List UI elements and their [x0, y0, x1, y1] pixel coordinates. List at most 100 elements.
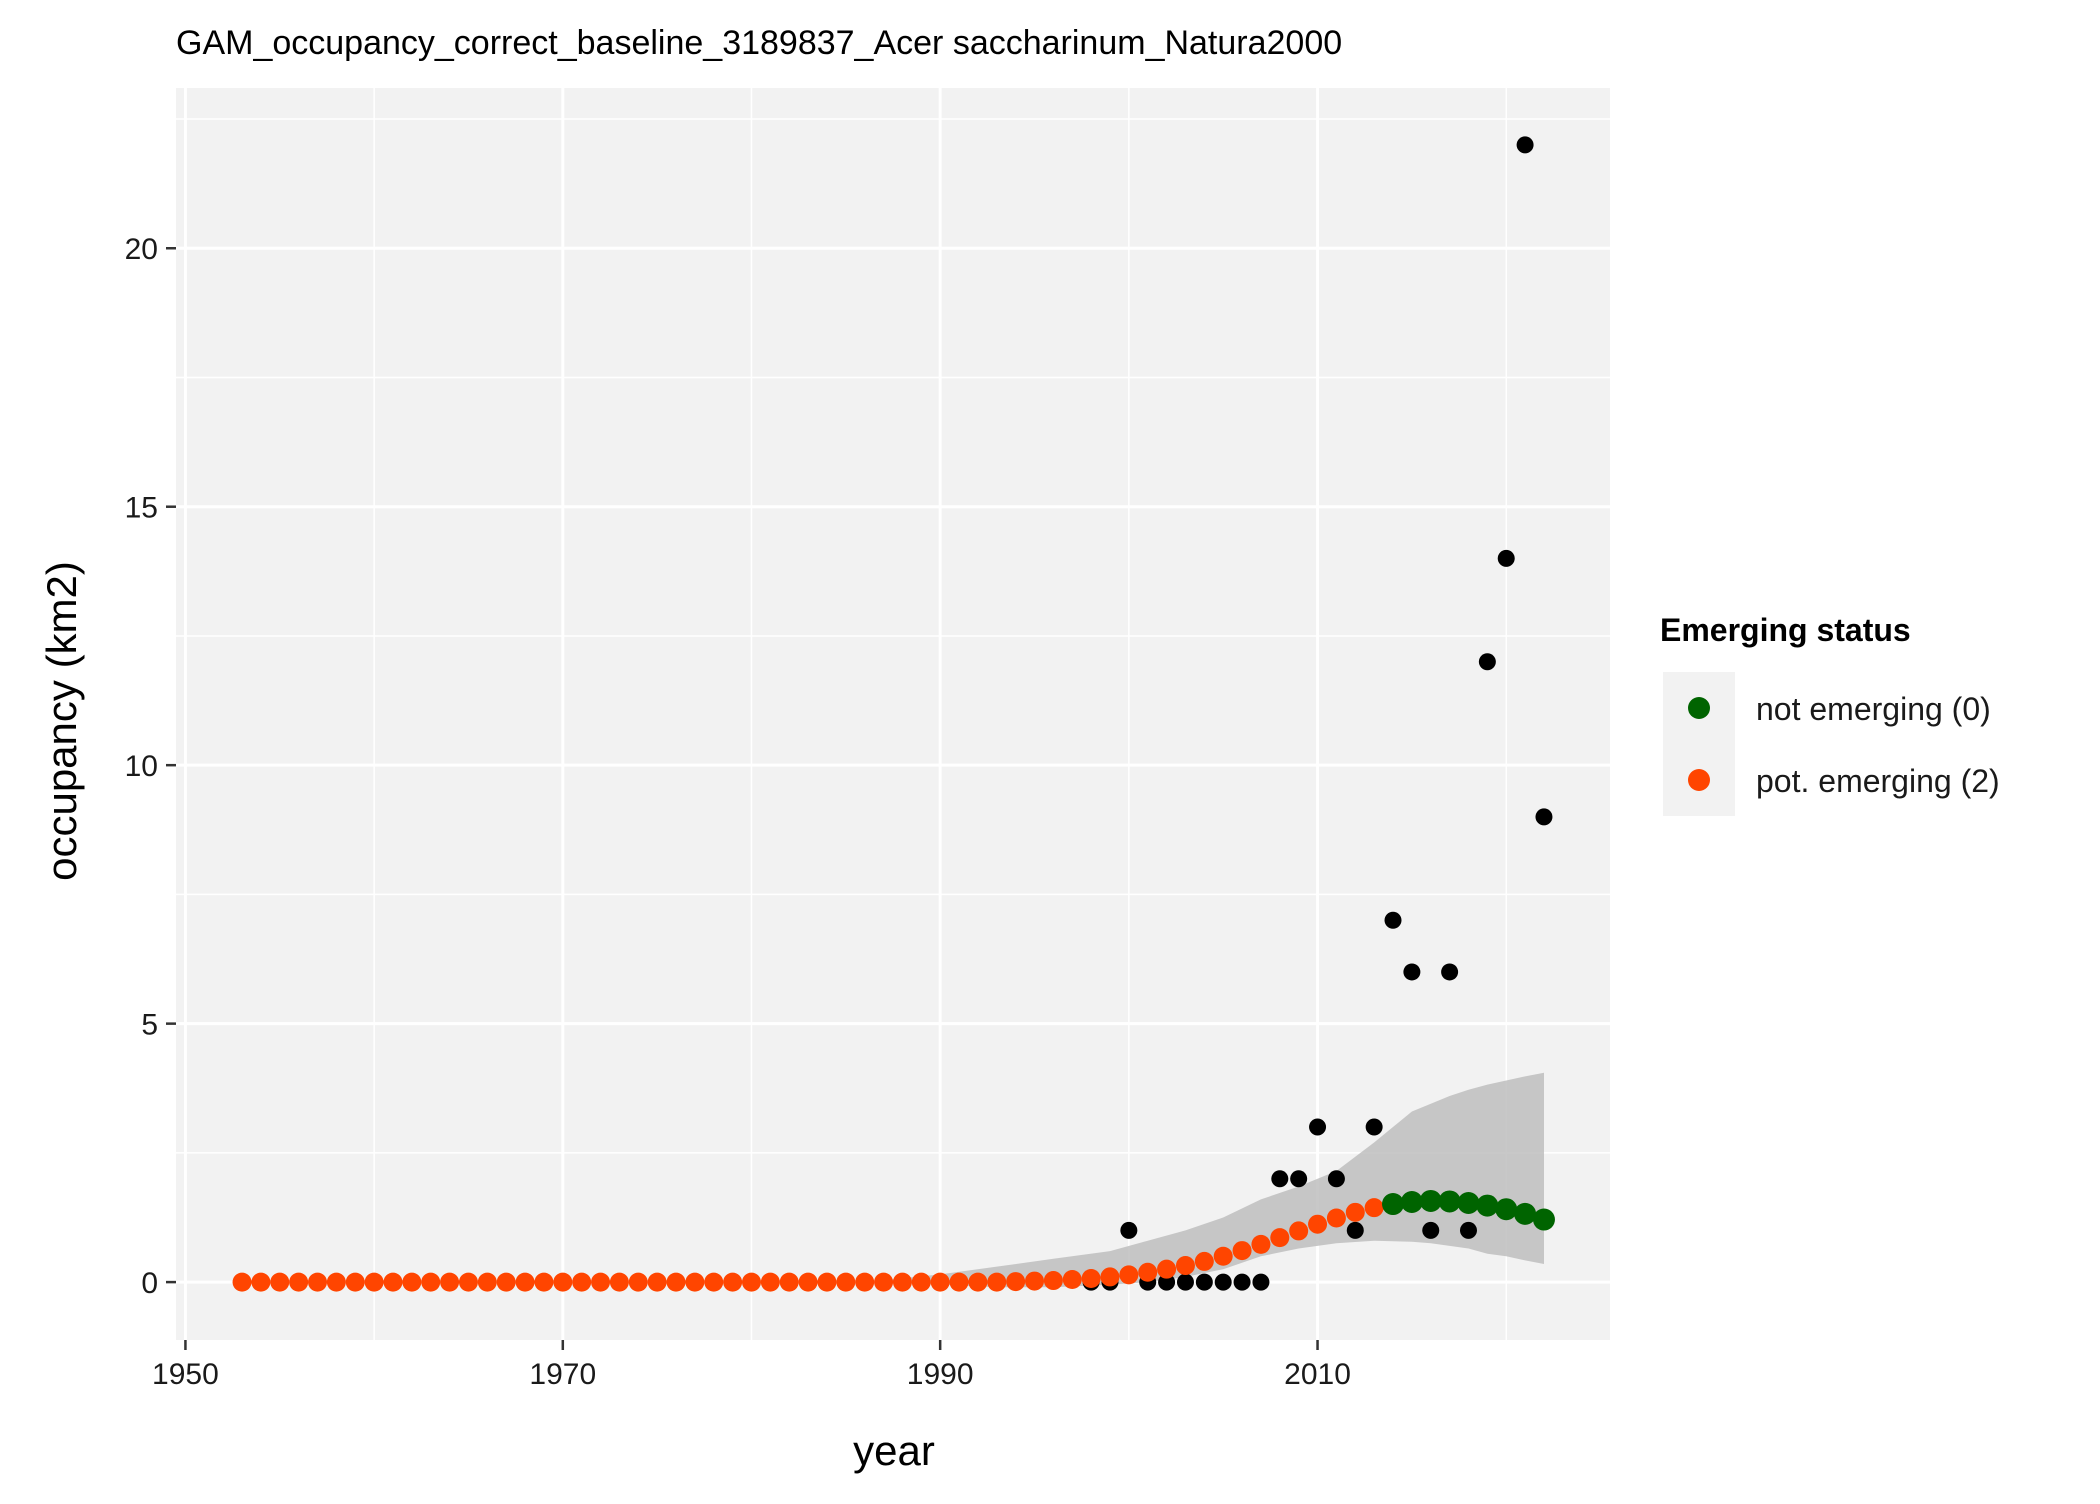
axes-layer: 1950 1970 1990 2010 0 5 10 15 20	[125, 233, 1351, 1391]
confidence-band	[883, 1072, 1544, 1288]
fitted-point-pot-emerging	[496, 1272, 516, 1292]
fitted-point-pot-emerging	[477, 1272, 497, 1292]
observed-point	[1158, 1273, 1176, 1291]
observed-point	[1290, 1170, 1308, 1188]
fitted-point-pot-emerging	[779, 1272, 799, 1292]
fitted-point-pot-emerging	[1157, 1259, 1177, 1279]
x-tick-label: 2010	[1284, 1358, 1351, 1391]
y-tick-label: 0	[141, 1267, 158, 1300]
fitted-point-pot-emerging	[232, 1272, 252, 1292]
fitted-point-pot-emerging	[591, 1272, 611, 1292]
fitted-point-pot-emerging	[892, 1272, 912, 1292]
fitted-point-not-emerging	[1532, 1208, 1555, 1231]
fitted-point-pot-emerging	[968, 1272, 988, 1292]
observed-point	[1459, 1221, 1477, 1239]
fitted-point-pot-emerging	[458, 1272, 478, 1292]
fitted-point-pot-emerging	[817, 1272, 837, 1292]
fitted-point-pot-emerging	[440, 1272, 460, 1292]
y-tick-label: 15	[125, 492, 158, 525]
fitted-point-pot-emerging	[289, 1272, 309, 1292]
minor-gridlines	[176, 88, 1610, 1340]
confidence-band-layer	[883, 1072, 1544, 1288]
legend-title: Emerging status	[1660, 612, 1911, 648]
fitted-point-pot-emerging	[1251, 1234, 1271, 1254]
observed-point	[1478, 653, 1496, 671]
legend-label-not-emerging: not emerging (0)	[1756, 691, 1991, 727]
fitted-point-pot-emerging	[553, 1272, 573, 1292]
fitted-point-pot-emerging	[251, 1272, 271, 1292]
fitted-point-pot-emerging	[364, 1272, 384, 1292]
observed-point	[1422, 1221, 1440, 1239]
fitted-point-pot-emerging	[326, 1272, 346, 1292]
fitted-point-pot-emerging	[1364, 1198, 1384, 1218]
fitted-point-pot-emerging	[874, 1272, 894, 1292]
fitted-point-pot-emerging	[1138, 1262, 1158, 1282]
y-tick-label: 20	[125, 233, 158, 266]
legend-key-background	[1663, 672, 1735, 816]
fitted-point-pot-emerging	[666, 1272, 686, 1292]
fitted-point-pot-emerging	[421, 1272, 441, 1292]
observed-point	[1327, 1170, 1345, 1188]
fitted-point-pot-emerging	[1006, 1272, 1026, 1292]
fitted-point-pot-emerging	[1345, 1202, 1365, 1222]
observed-point	[1497, 549, 1515, 567]
y-tick-label: 10	[125, 750, 158, 783]
fitted-point-pot-emerging	[1232, 1241, 1252, 1261]
y-tick-label: 5	[141, 1009, 158, 1042]
fitted-point-not-emerging	[1476, 1194, 1499, 1217]
fitted-point-pot-emerging	[383, 1272, 403, 1292]
observed-point	[1535, 808, 1553, 826]
fitted-point-pot-emerging	[855, 1272, 875, 1292]
chart-title: GAM_occupancy_correct_baseline_3189837_A…	[176, 24, 1342, 62]
observed-point	[1195, 1273, 1213, 1291]
fitted-point-not-emerging	[1495, 1198, 1518, 1221]
fitted-point-pot-emerging	[270, 1272, 290, 1292]
fitted-point-pot-emerging	[1175, 1256, 1195, 1276]
observed-point	[1214, 1273, 1232, 1291]
x-tick-label: 1970	[529, 1358, 596, 1391]
observed-point	[1365, 1118, 1383, 1136]
fitted-point-pot-emerging	[760, 1272, 780, 1292]
fitted-point-pot-emerging	[685, 1272, 705, 1292]
fitted-point-not-emerging	[1438, 1190, 1461, 1213]
observed-point	[1271, 1170, 1289, 1188]
fitted-point-pot-emerging	[647, 1272, 667, 1292]
fitted-point-pot-emerging	[515, 1272, 535, 1292]
fitted-point-pot-emerging	[1119, 1265, 1139, 1285]
y-axis-label: occupancy (km2)	[38, 561, 85, 881]
legend-label-pot-emerging: pot. emerging (2)	[1756, 763, 2000, 799]
fitted-point-pot-emerging	[1043, 1271, 1063, 1291]
observed-point	[1120, 1221, 1138, 1239]
x-axis-label: year	[853, 1427, 935, 1474]
legend-key-pot-emerging	[1688, 769, 1710, 791]
fitted-point-pot-emerging	[308, 1272, 328, 1292]
fitted-point-pot-emerging	[987, 1272, 1007, 1292]
x-tick-label: 1990	[907, 1358, 974, 1391]
fitted-point-pot-emerging	[1062, 1270, 1082, 1290]
fitted-point-pot-emerging	[1194, 1251, 1214, 1271]
x-tick-label: 1950	[152, 1358, 219, 1391]
fitted-point-pot-emerging	[1213, 1246, 1233, 1266]
fitted-point-pot-emerging	[534, 1272, 554, 1292]
fitted-point-pot-emerging	[1308, 1214, 1328, 1234]
fitted-point-not-emerging	[1400, 1190, 1423, 1213]
fitted-point-pot-emerging	[572, 1272, 592, 1292]
observed-point	[1516, 136, 1534, 154]
fitted-point-pot-emerging	[628, 1272, 648, 1292]
fitted-point-pot-emerging	[1270, 1228, 1290, 1248]
fitted-point-pot-emerging	[704, 1272, 724, 1292]
fitted-point-pot-emerging	[345, 1272, 365, 1292]
fitted-point-pot-emerging	[911, 1272, 931, 1292]
observed-point	[1403, 963, 1421, 981]
fitted-point-pot-emerging	[723, 1272, 743, 1292]
observed-point	[1346, 1221, 1364, 1239]
fitted-point-pot-emerging	[741, 1272, 761, 1292]
fitted-point-pot-emerging	[798, 1272, 818, 1292]
observed-point	[1233, 1273, 1251, 1291]
legend-key-not-emerging	[1688, 697, 1710, 719]
fitted-point-pot-emerging	[609, 1272, 629, 1292]
fitted-point-pot-emerging	[1326, 1208, 1346, 1228]
fitted-point-pot-emerging	[402, 1272, 422, 1292]
observed-point	[1252, 1273, 1270, 1291]
